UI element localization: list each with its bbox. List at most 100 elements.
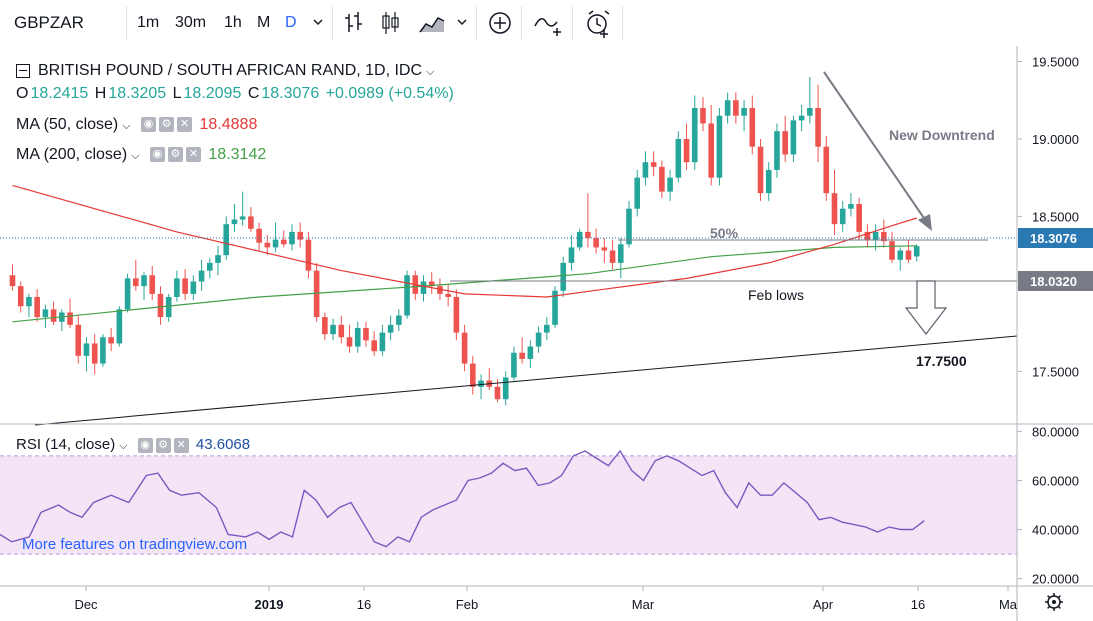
time-tick-label: Feb	[456, 597, 478, 612]
toolbar-divider	[126, 6, 127, 40]
candle-body	[913, 246, 920, 257]
candle-body	[659, 166, 665, 192]
candle-body	[889, 241, 895, 260]
chevron-down-icon[interactable]: ⌵	[122, 120, 131, 133]
candle-body	[494, 386, 501, 400]
price-axis[interactable]: 19.5000 19.0000 18.5000 17.5000	[1017, 54, 1079, 379]
candle-style-icon[interactable]	[380, 0, 402, 46]
candle-body	[387, 324, 394, 333]
interval-d[interactable]: D	[285, 14, 297, 31]
rsi-line	[0, 449, 925, 548]
candle-body	[9, 275, 16, 287]
rsi-tick-label: 40.0000	[1032, 523, 1079, 538]
time-axis[interactable]: Dec 2019 16 Feb Mar Apr 16 Ma	[74, 586, 1018, 612]
low-label: L	[172, 85, 182, 102]
gear-icon[interactable]: ⚙	[167, 147, 183, 163]
interval-m[interactable]: M	[257, 14, 271, 31]
candle-body	[256, 228, 262, 243]
candle-body	[83, 343, 90, 356]
candles	[9, 76, 920, 406]
candle-body	[133, 278, 139, 287]
candle-body	[379, 332, 386, 352]
chevron-down-icon[interactable]	[312, 0, 324, 46]
rsi-band	[0, 455, 1017, 555]
candle-body	[157, 293, 164, 318]
time-tick-label: Ma	[999, 597, 1018, 612]
gear-icon[interactable]: ⚙	[159, 117, 175, 133]
bar-style-icon[interactable]	[343, 0, 365, 46]
time-tick-label: 16	[911, 597, 925, 612]
support-trendline	[34, 335, 1018, 426]
alert-icon[interactable]	[584, 0, 612, 46]
chevron-down-icon[interactable]: ⌵	[426, 66, 435, 78]
candle-body	[782, 131, 788, 155]
candle-body	[601, 247, 608, 251]
eye-icon[interactable]: ◉	[141, 117, 157, 133]
area-style-icon[interactable]	[418, 0, 446, 46]
high-value: 18.3205	[108, 85, 167, 102]
candle-body	[848, 204, 854, 209]
candle-body	[91, 343, 98, 364]
candle-body	[823, 146, 830, 194]
rsi-path	[0, 449, 925, 548]
chevron-down-icon[interactable]: ⌵	[131, 150, 140, 163]
candle-body	[527, 346, 534, 359]
symbol-search[interactable]: GBPZAR	[14, 13, 84, 32]
toolbar-divider	[622, 6, 623, 40]
candle-body	[831, 193, 838, 225]
price-chart[interactable]: New Downtrend 50% Feb lows 17.7500 19.50…	[0, 46, 1093, 621]
annotation-fifty-percent: 50%	[710, 225, 739, 241]
candle-body	[642, 162, 649, 178]
rsi-tick-label: 60.0000	[1032, 473, 1079, 488]
candle-body	[108, 337, 114, 344]
chevron-down-icon[interactable]: ⌵	[119, 440, 128, 452]
high-label: H	[94, 85, 107, 102]
candle-body	[67, 312, 73, 325]
candle-body	[626, 208, 632, 245]
candle-body	[330, 324, 336, 335]
candle-body	[17, 286, 24, 307]
collapse-icon[interactable]	[16, 63, 30, 78]
indicators-icon[interactable]	[533, 0, 565, 46]
candle-body	[165, 296, 172, 318]
add-compare-icon[interactable]	[487, 0, 513, 46]
close-icon[interactable]: ✕	[173, 438, 189, 454]
candle-body	[50, 309, 57, 322]
candle-body	[905, 250, 912, 260]
candle-body	[396, 315, 402, 325]
candle-body	[206, 262, 213, 271]
eye-icon[interactable]: ◉	[149, 147, 165, 163]
eye-icon[interactable]: ◉	[137, 438, 153, 454]
annotation-target: 17.7500	[916, 353, 967, 369]
candle-body	[338, 324, 345, 338]
candle-body	[305, 239, 312, 271]
candle-body	[675, 138, 682, 178]
candle-body	[272, 239, 279, 248]
rsi-axis[interactable]: 80.0000 60.0000 40.0000 20.0000	[1017, 424, 1079, 587]
gear-icon[interactable]	[1045, 593, 1063, 611]
target-down-arrow	[904, 280, 948, 335]
time-tick-label: Mar	[632, 597, 655, 612]
change-value: +0.0989 (+0.54%)	[325, 85, 454, 102]
candle-body	[239, 216, 246, 220]
interval-30m[interactable]: 30m	[175, 14, 207, 31]
close-icon[interactable]: ✕	[177, 117, 193, 133]
interval-1h[interactable]: 1h	[224, 14, 242, 31]
time-tick-label: Dec	[74, 597, 98, 612]
ma200-legend: MA (200, close) ⌵ ◉ ⚙ ✕ 18.3142	[16, 146, 266, 164]
candle-body	[174, 278, 180, 297]
candle-body	[26, 296, 32, 307]
candle-body	[478, 380, 484, 387]
candle-body	[691, 107, 698, 163]
toolbar-divider	[572, 6, 573, 40]
gear-icon[interactable]: ⚙	[155, 438, 171, 454]
candle-body	[617, 244, 624, 263]
ma50-value: 18.4888	[199, 116, 258, 134]
chevron-down-icon[interactable]	[456, 0, 468, 46]
tradingview-watermark[interactable]: More features on tradingview.com	[22, 536, 248, 553]
candle-body	[354, 327, 361, 347]
price-tick-label: 19.5000	[1032, 54, 1079, 69]
interval-1m[interactable]: 1m	[137, 14, 160, 31]
open-value: 18.2415	[30, 85, 89, 102]
close-icon[interactable]: ✕	[185, 147, 201, 163]
